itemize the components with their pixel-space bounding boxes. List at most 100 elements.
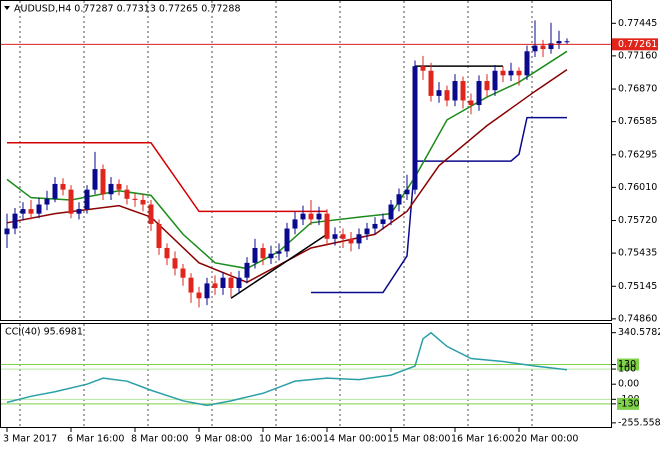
y-tick-label: 0.76585: [618, 116, 657, 127]
level-box: [617, 358, 639, 371]
candle-body: [268, 253, 274, 259]
candle-body: [436, 90, 442, 96]
candle-body: [196, 292, 202, 299]
candle-body: [156, 223, 162, 248]
candle-body: [548, 43, 554, 50]
candle-body: [124, 189, 130, 199]
y-tick-label: 0.76870: [618, 84, 657, 95]
x-tick-label: 8 Mar 00:00: [131, 434, 188, 445]
cci-tick-label: 100: [618, 364, 636, 375]
indicator-line: [6, 68, 568, 284]
candle-body: [508, 70, 514, 76]
candle-body: [236, 277, 242, 288]
y-tick-label: 0.76010: [618, 182, 657, 193]
y-tick-label: 0.75720: [618, 215, 657, 226]
y-tick-label: 0.74860: [618, 313, 657, 324]
candle-body: [564, 41, 570, 43]
candle-body: [220, 277, 226, 288]
x-tick-label: 6 Mar 16:00: [67, 434, 124, 445]
candle-body: [332, 234, 338, 239]
candle-body: [348, 238, 354, 244]
y-tick-label: 0.77445: [618, 18, 657, 29]
candle-body: [300, 213, 306, 220]
candle-body: [140, 199, 146, 205]
cci-line: [6, 331, 568, 407]
candle-body: [228, 277, 234, 288]
candle-body: [396, 194, 402, 205]
candle-body: [324, 213, 330, 239]
candle-body: [28, 209, 34, 214]
candle-body: [316, 213, 322, 220]
candle-body: [132, 198, 138, 200]
candle-body: [460, 81, 466, 101]
candle-body: [372, 223, 378, 229]
candle-body: [148, 204, 154, 224]
candle-body: [516, 70, 522, 76]
candle-body: [356, 234, 362, 244]
y-tick-label: 0.75145: [618, 281, 657, 292]
x-tick-label: 3 Mar 2017: [3, 434, 57, 445]
candle-body: [388, 204, 394, 220]
candle-body: [212, 283, 218, 288]
candle-body: [36, 204, 42, 214]
y-tick-label: 0.76295: [618, 149, 657, 160]
candle-body: [556, 41, 562, 44]
candle-body: [20, 209, 26, 214]
candle-body: [492, 70, 498, 91]
candle-body: [204, 283, 210, 299]
candle-body: [340, 234, 346, 239]
candle-body: [172, 258, 178, 269]
cci-panel: [0, 323, 612, 428]
cci-title: CCI(40) 95.6981: [5, 327, 83, 338]
candle-body: [12, 213, 18, 229]
candle-body: [60, 183, 66, 190]
candle-body: [84, 189, 90, 210]
x-tick-label: 20 Mar 00:00: [515, 434, 578, 445]
cci-tick-label: -255.5584: [618, 417, 660, 428]
cci-tick-label: 130: [618, 359, 636, 370]
cci-tick-label: -130: [618, 398, 640, 409]
candle-body: [76, 209, 82, 214]
y-tick-label: 0.77160: [618, 50, 657, 61]
candle-body: [524, 51, 530, 76]
candle-body: [52, 183, 58, 199]
candle-body: [420, 66, 426, 71]
candle-body: [116, 183, 122, 190]
candle-body: [476, 81, 482, 106]
candle-body: [252, 247, 258, 263]
candle-body: [292, 219, 298, 229]
menu-icon[interactable]: [4, 6, 10, 10]
candle-body: [404, 189, 410, 195]
candle-body: [540, 45, 546, 50]
cci-tick-label: 0.00: [618, 379, 639, 390]
indicator-line: [7, 142, 327, 213]
candle-body: [276, 251, 282, 254]
candle-body: [164, 247, 170, 259]
candle-body: [260, 247, 266, 259]
candle-body: [500, 70, 506, 76]
chart-title: AUDUSD,H4 0.77287 0.77313 0.77265 0.7728…: [14, 4, 241, 15]
candle-body: [188, 277, 194, 293]
candle-body: [180, 268, 186, 278]
candle-body: [428, 70, 434, 96]
candle-body: [4, 228, 10, 235]
candle-body: [444, 90, 450, 101]
x-tick-label: 16 Mar 16:00: [451, 434, 514, 445]
price-box: [612, 38, 658, 51]
indicator-line: [230, 233, 328, 299]
x-tick-label: 10 Mar 16:00: [259, 434, 322, 445]
price-label: 0.77261: [618, 39, 657, 50]
candle-body: [468, 100, 474, 106]
candle-body: [452, 81, 458, 101]
indicator-line: [311, 116, 567, 294]
candle-body: [68, 189, 74, 214]
level-box: [617, 397, 639, 410]
candle-body: [244, 262, 250, 278]
main-panel: [0, 0, 612, 321]
candle-body: [92, 169, 98, 190]
candle-body: [108, 183, 114, 195]
x-tick-label: 15 Mar 08:00: [387, 434, 450, 445]
candle-body: [308, 213, 314, 220]
candle-body: [380, 219, 386, 224]
candle-body: [532, 45, 538, 52]
